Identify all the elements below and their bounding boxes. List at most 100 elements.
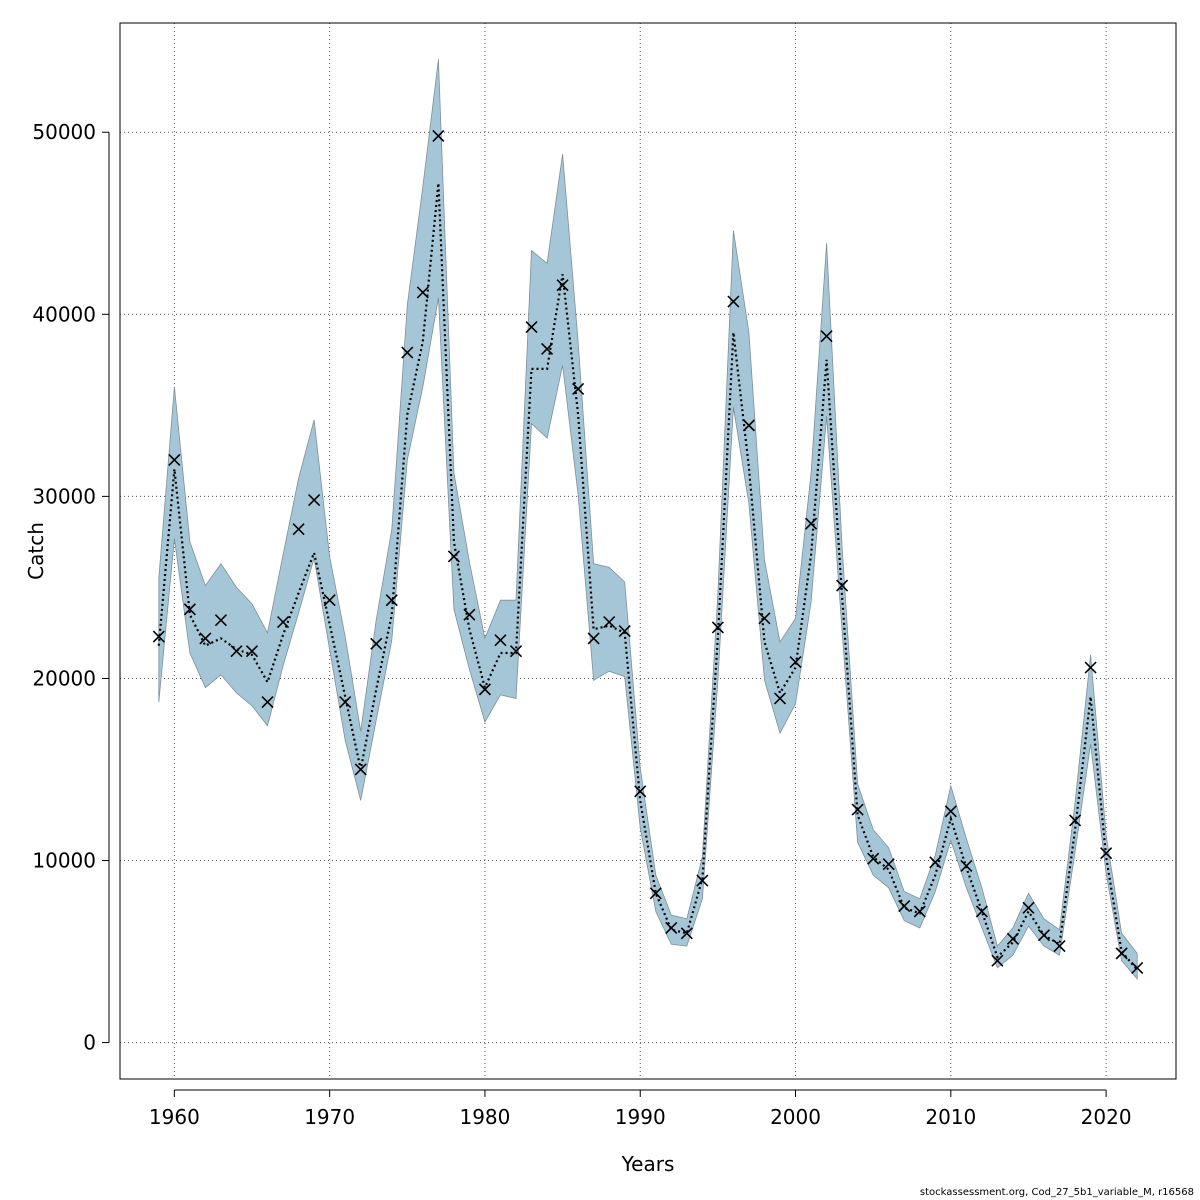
observed-cross-b — [680, 927, 693, 940]
observed-cross-b — [183, 603, 196, 616]
observed-point-1985 — [556, 279, 569, 292]
observed-point-1975 — [401, 346, 414, 359]
observed-point-1963 — [214, 614, 228, 627]
y-tick-label-40000: 40000 — [32, 302, 96, 326]
x-tick-label-1960: 1960 — [149, 1105, 200, 1129]
observed-cross-b — [913, 905, 926, 918]
estimate-series-line — [157, 183, 1139, 971]
observed-cross-b — [634, 785, 647, 798]
observed-cross-b — [214, 614, 228, 627]
observed-point-1999 — [773, 692, 787, 705]
observed-cross-b — [1084, 661, 1097, 674]
observed-point-1991 — [649, 887, 662, 900]
x-tick-label-1980: 1980 — [459, 1105, 510, 1129]
observed-cross-b — [929, 856, 942, 869]
observed-point-1979 — [463, 608, 476, 621]
observed-point-2003 — [836, 579, 849, 592]
observed-cross-b — [991, 954, 1004, 967]
y-tick-label-50000: 50000 — [32, 120, 96, 144]
observed-cross-b — [1053, 940, 1066, 953]
grid-lines — [120, 23, 1176, 1079]
x-axis-title: Years — [621, 1152, 675, 1176]
observed-cross-b — [509, 645, 523, 658]
observed-point-2014 — [1006, 932, 1020, 945]
observed-point-2001 — [804, 517, 818, 530]
observed-point-2006 — [882, 858, 895, 871]
observed-point-1994 — [696, 874, 709, 887]
observed-point-1987 — [587, 632, 600, 645]
observed-cross-b — [308, 493, 321, 507]
observed-point-1981 — [494, 634, 507, 647]
observed-cross-b — [898, 899, 911, 913]
observed-cross-b — [758, 612, 771, 625]
observed-cross-b — [432, 129, 445, 142]
observed-cross-b — [370, 637, 383, 650]
observed-point-1964 — [230, 645, 243, 658]
observed-point-2010 — [944, 805, 957, 818]
observed-cross-b — [572, 382, 585, 396]
observed-cross-b — [727, 295, 740, 308]
observed-point-1986 — [572, 382, 585, 396]
observed-cross-b — [603, 615, 616, 629]
observed-point-1970 — [323, 594, 336, 607]
observed-cross-b — [789, 655, 802, 669]
observed-cross-b — [1115, 947, 1128, 960]
observed-cross-b — [1131, 961, 1144, 975]
observed-cross-b — [292, 523, 305, 536]
observed-cross-b — [276, 615, 290, 629]
observed-point-2012 — [975, 905, 988, 918]
x-axis: 1960 1970 1980 1990 2000 2010 2020 — [149, 1089, 1132, 1129]
observed-cross-b — [323, 594, 336, 607]
observed-point-1998 — [758, 612, 771, 625]
observed-cross-b — [773, 692, 787, 705]
observed-cross-b — [401, 346, 414, 359]
observed-cross-b — [665, 921, 678, 934]
observed-point-2009 — [929, 856, 942, 869]
observed-point-1960 — [168, 453, 181, 467]
observed-cross-b — [540, 342, 554, 355]
observed-point-1965 — [245, 645, 259, 658]
observed-point-1989 — [618, 625, 631, 638]
observed-cross-b — [696, 874, 709, 887]
observed-point-1968 — [292, 523, 305, 536]
estimate-line — [157, 183, 1139, 971]
observed-cross-b — [882, 858, 895, 871]
observed-cross-b — [261, 696, 274, 709]
observed-point-1988 — [603, 615, 616, 629]
observed-cross-b — [742, 419, 756, 432]
x-tick-label-1970: 1970 — [304, 1105, 355, 1129]
observed-cross-b — [339, 696, 352, 709]
observed-cross-b — [804, 517, 818, 530]
observed-cross-b — [385, 594, 398, 607]
y-tick-label-20000: 20000 — [32, 666, 96, 690]
observed-point-1992 — [665, 921, 678, 934]
observed-cross-b — [168, 453, 181, 467]
observed-point-1973 — [370, 637, 383, 650]
observed-cross-b — [245, 645, 259, 658]
observed-cross-b — [447, 550, 460, 563]
observed-point-2015 — [1022, 901, 1035, 914]
observed-cross-b — [1100, 847, 1113, 860]
y-axis-title: Catch — [24, 522, 48, 580]
observed-point-2022 — [1131, 961, 1144, 975]
observed-cross-b — [851, 803, 864, 816]
observed-cross-b — [867, 852, 880, 865]
observed-point-1978 — [447, 550, 460, 563]
confidence-band — [158, 59, 1138, 980]
observed-point-1959 — [152, 630, 165, 643]
observed-cross-b — [463, 608, 476, 621]
observed-cross-b — [711, 621, 724, 634]
observed-cross-b — [1022, 901, 1035, 914]
observed-point-1993 — [680, 927, 693, 940]
observed-point-1996 — [727, 295, 740, 308]
observed-point-1980 — [478, 683, 492, 696]
observed-point-1967 — [276, 615, 290, 629]
observed-point-2018 — [1068, 814, 1082, 827]
observed-point-1962 — [199, 632, 212, 645]
observed-point-2004 — [851, 803, 864, 816]
observed-cross-b — [649, 887, 662, 900]
observed-cross-b — [960, 859, 973, 873]
observed-point-2019 — [1084, 661, 1097, 674]
observed-point-2005 — [867, 852, 880, 865]
